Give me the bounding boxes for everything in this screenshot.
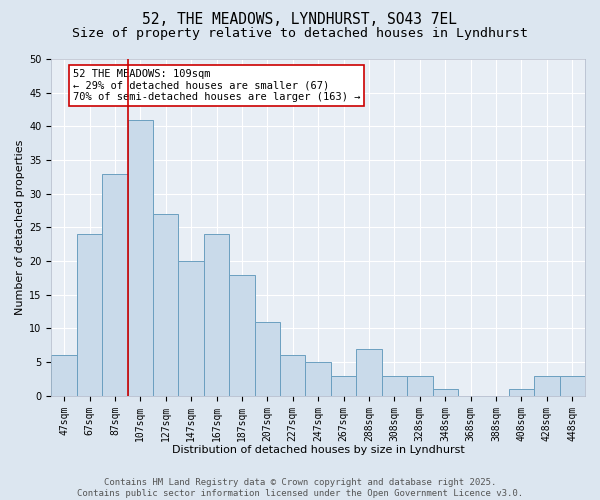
Bar bbox=[305, 362, 331, 396]
Text: Size of property relative to detached houses in Lyndhurst: Size of property relative to detached ho… bbox=[72, 28, 528, 40]
Bar bbox=[534, 376, 560, 396]
Bar bbox=[331, 376, 356, 396]
Bar bbox=[254, 322, 280, 396]
Bar bbox=[433, 389, 458, 396]
Bar bbox=[102, 174, 128, 396]
Y-axis label: Number of detached properties: Number of detached properties bbox=[15, 140, 25, 315]
Bar bbox=[509, 389, 534, 396]
Bar bbox=[52, 356, 77, 396]
X-axis label: Distribution of detached houses by size in Lyndhurst: Distribution of detached houses by size … bbox=[172, 445, 464, 455]
Bar bbox=[178, 261, 204, 396]
Text: Contains HM Land Registry data © Crown copyright and database right 2025.
Contai: Contains HM Land Registry data © Crown c… bbox=[77, 478, 523, 498]
Bar bbox=[356, 348, 382, 396]
Text: 52, THE MEADOWS, LYNDHURST, SO43 7EL: 52, THE MEADOWS, LYNDHURST, SO43 7EL bbox=[143, 12, 458, 28]
Bar bbox=[407, 376, 433, 396]
Bar bbox=[382, 376, 407, 396]
Bar bbox=[229, 274, 254, 396]
Text: 52 THE MEADOWS: 109sqm
← 29% of detached houses are smaller (67)
70% of semi-det: 52 THE MEADOWS: 109sqm ← 29% of detached… bbox=[73, 69, 361, 102]
Bar bbox=[280, 356, 305, 396]
Bar bbox=[560, 376, 585, 396]
Bar bbox=[204, 234, 229, 396]
Bar bbox=[153, 214, 178, 396]
Bar bbox=[128, 120, 153, 396]
Bar bbox=[77, 234, 102, 396]
